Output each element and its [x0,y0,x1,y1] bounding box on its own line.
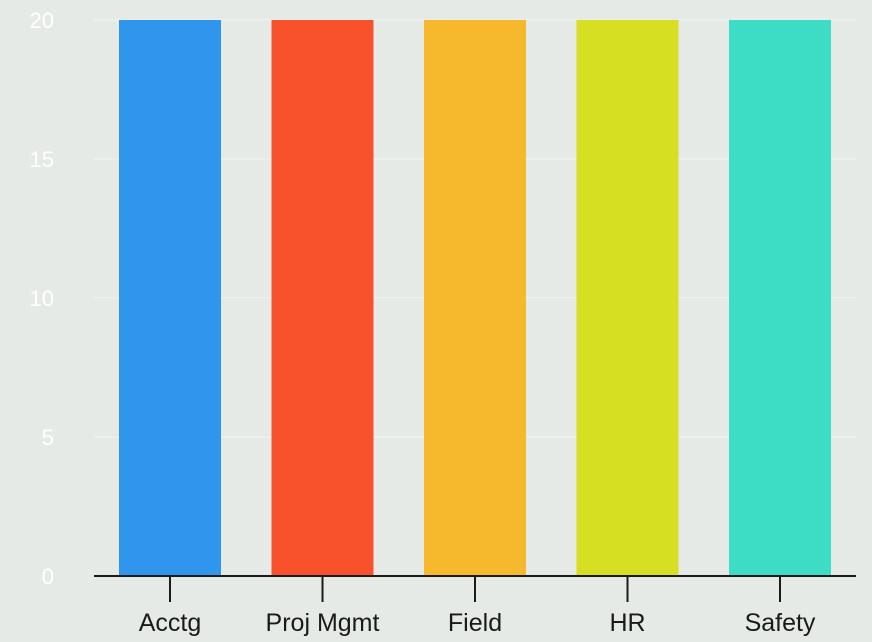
bar-field [424,20,526,576]
y-tick-label-10: 10 [30,286,54,311]
bars [119,20,831,576]
x-tick-label-acctg: Acctg [139,609,202,637]
y-tick-label-5: 5 [42,425,54,450]
y-tick-label-20: 20 [30,8,54,33]
bar-hr [576,20,679,576]
x-tick-label-field: Field [448,609,502,637]
x-axis [94,575,856,602]
x-tick-label-safety: Safety [745,609,816,637]
bar-proj-mgmt [271,20,374,576]
y-tick-label-15: 15 [30,147,54,172]
x-axis-tick-labels: Acctg Proj Mgmt Field HR Safety [139,609,816,637]
bar-safety [729,20,831,576]
x-tick-label-hr: HR [609,609,645,637]
y-axis-tick-labels: 0 5 10 15 20 [30,8,54,589]
bar-acctg [119,20,221,576]
y-tick-label-0: 0 [42,564,54,589]
x-tick-label-proj-mgmt: Proj Mgmt [266,609,380,637]
